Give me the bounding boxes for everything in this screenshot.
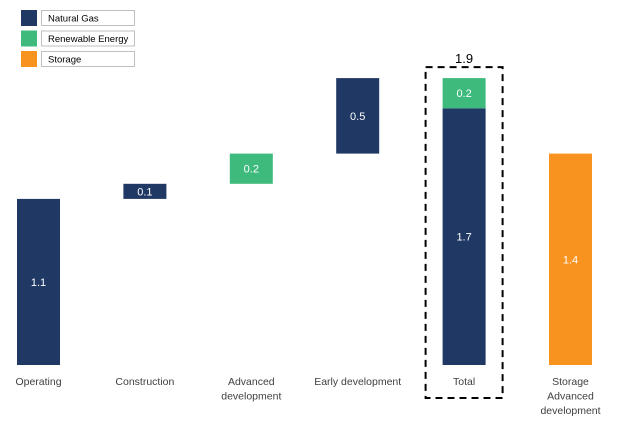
category-label: Total bbox=[453, 376, 475, 388]
bar-segment bbox=[229, 153, 273, 184]
category-label: Operating bbox=[15, 376, 61, 388]
bar-segment bbox=[123, 183, 167, 199]
category-label: Storage bbox=[552, 376, 589, 388]
category-label: development bbox=[221, 391, 281, 403]
data-label: 1.1 bbox=[31, 277, 46, 289]
data-label: 0.2 bbox=[244, 164, 259, 176]
data-label: 0.2 bbox=[456, 88, 471, 100]
legend-label: Storage bbox=[48, 55, 81, 66]
data-label: 0.1 bbox=[137, 186, 152, 198]
category-label: development bbox=[540, 405, 600, 417]
total-highlight-box bbox=[424, 66, 504, 399]
legend-label: Renewable Energy bbox=[48, 34, 129, 45]
category-label: Construction bbox=[115, 376, 174, 388]
legend-box bbox=[41, 10, 135, 26]
bar-segment bbox=[336, 78, 380, 154]
category-label: Advanced bbox=[228, 376, 275, 388]
category-label: Advanced bbox=[547, 391, 594, 403]
bar-segment bbox=[17, 198, 60, 365]
legend-swatch bbox=[21, 10, 37, 26]
data-label: 1.4 bbox=[563, 254, 578, 266]
legend-label: Natural Gas bbox=[48, 14, 99, 25]
data-label: 1.7 bbox=[456, 232, 471, 244]
legend-swatch bbox=[21, 30, 37, 47]
category-label: Early development bbox=[314, 376, 401, 388]
total-label: 1.9 bbox=[455, 51, 473, 66]
data-label: 0.5 bbox=[350, 111, 365, 123]
legend-box bbox=[41, 51, 135, 67]
bar-segment bbox=[549, 153, 592, 365]
legend-swatch bbox=[21, 51, 37, 67]
bar-segment bbox=[442, 78, 486, 109]
bar-segment bbox=[442, 108, 486, 366]
legend-box bbox=[41, 30, 135, 47]
